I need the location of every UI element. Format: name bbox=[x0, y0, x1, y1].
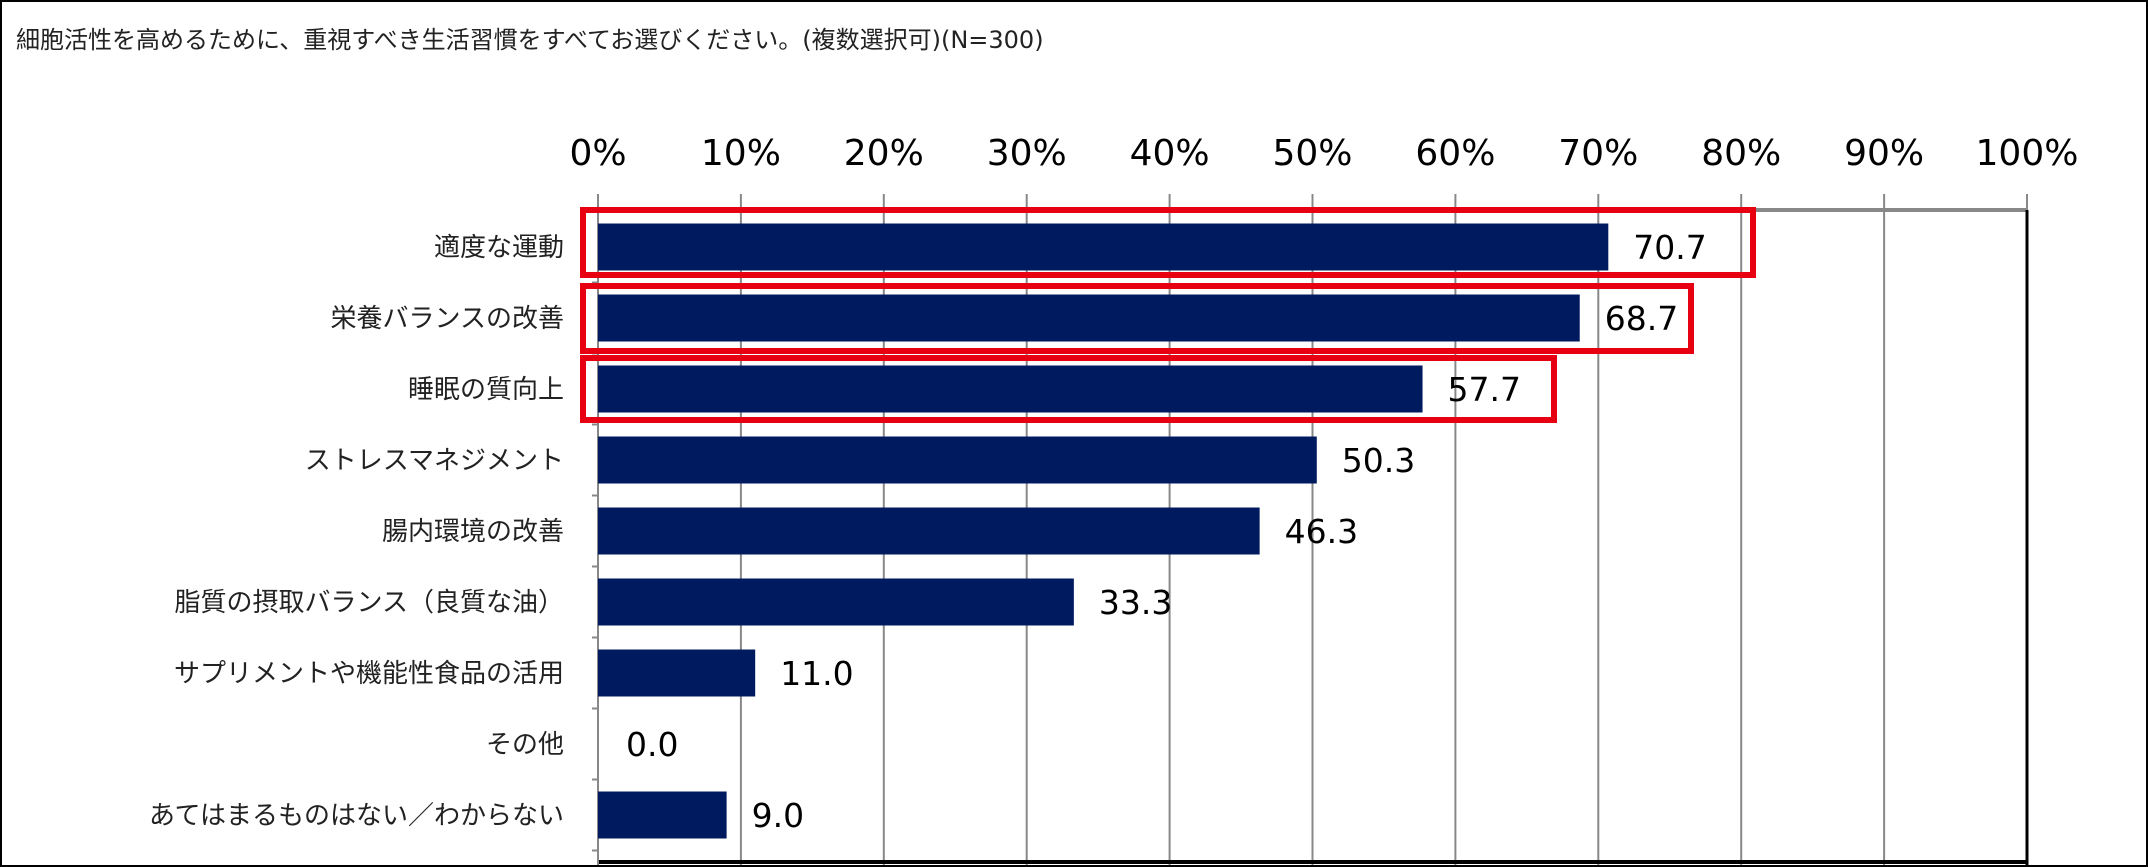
x-tick-label: 0% bbox=[569, 133, 626, 174]
bar bbox=[598, 649, 756, 697]
value-label: 70.7 bbox=[1633, 228, 1706, 267]
x-tick-label: 20% bbox=[844, 133, 924, 174]
bar bbox=[598, 578, 1074, 626]
x-tick-label: 80% bbox=[1701, 133, 1781, 174]
bar bbox=[598, 507, 1260, 555]
category-label: その他 bbox=[486, 730, 564, 760]
value-label: 0.0 bbox=[626, 725, 678, 764]
value-label: 57.7 bbox=[1448, 370, 1521, 409]
highlight-box bbox=[580, 283, 1694, 354]
value-label: 68.7 bbox=[1605, 299, 1678, 338]
value-label: 46.3 bbox=[1285, 512, 1358, 551]
category-label: 栄養バランスの改善 bbox=[331, 304, 564, 334]
value-label: 33.3 bbox=[1099, 583, 1172, 622]
category-label: あてはまるものはない／わからない bbox=[149, 801, 564, 831]
value-label: 11.0 bbox=[780, 654, 853, 693]
bar bbox=[598, 436, 1317, 484]
category-label: 睡眠の質向上 bbox=[408, 375, 564, 405]
value-label: 50.3 bbox=[1342, 441, 1415, 480]
x-tick-label: 60% bbox=[1415, 133, 1495, 174]
x-tick-label: 30% bbox=[987, 133, 1067, 174]
x-tick-label: 10% bbox=[701, 133, 781, 174]
highlight-box bbox=[580, 355, 1557, 423]
category-label: 腸内環境の改善 bbox=[382, 517, 564, 547]
category-label: 脂質の摂取バランス（良質な油） bbox=[175, 588, 564, 618]
highlight-box bbox=[580, 207, 1756, 278]
bar bbox=[598, 294, 1580, 342]
bar bbox=[598, 791, 727, 839]
x-tick-label: 40% bbox=[1130, 133, 1210, 174]
category-label: 適度な運動 bbox=[434, 233, 564, 263]
value-label: 9.0 bbox=[752, 796, 804, 835]
x-tick-label: 100% bbox=[1976, 133, 2079, 174]
category-label: サプリメントや機能性食品の活用 bbox=[174, 659, 564, 689]
bar bbox=[598, 223, 1609, 271]
category-label: ストレスマネジメント bbox=[305, 446, 564, 476]
x-tick-label: 70% bbox=[1558, 133, 1638, 174]
x-tick-label: 50% bbox=[1272, 133, 1352, 174]
chart-title: 細胞活性を高めるために、重視すべき生活習慣をすべてお選びください。(複数選択可)… bbox=[16, 26, 1044, 54]
x-tick-label: 90% bbox=[1844, 133, 1924, 174]
bar bbox=[598, 365, 1423, 413]
